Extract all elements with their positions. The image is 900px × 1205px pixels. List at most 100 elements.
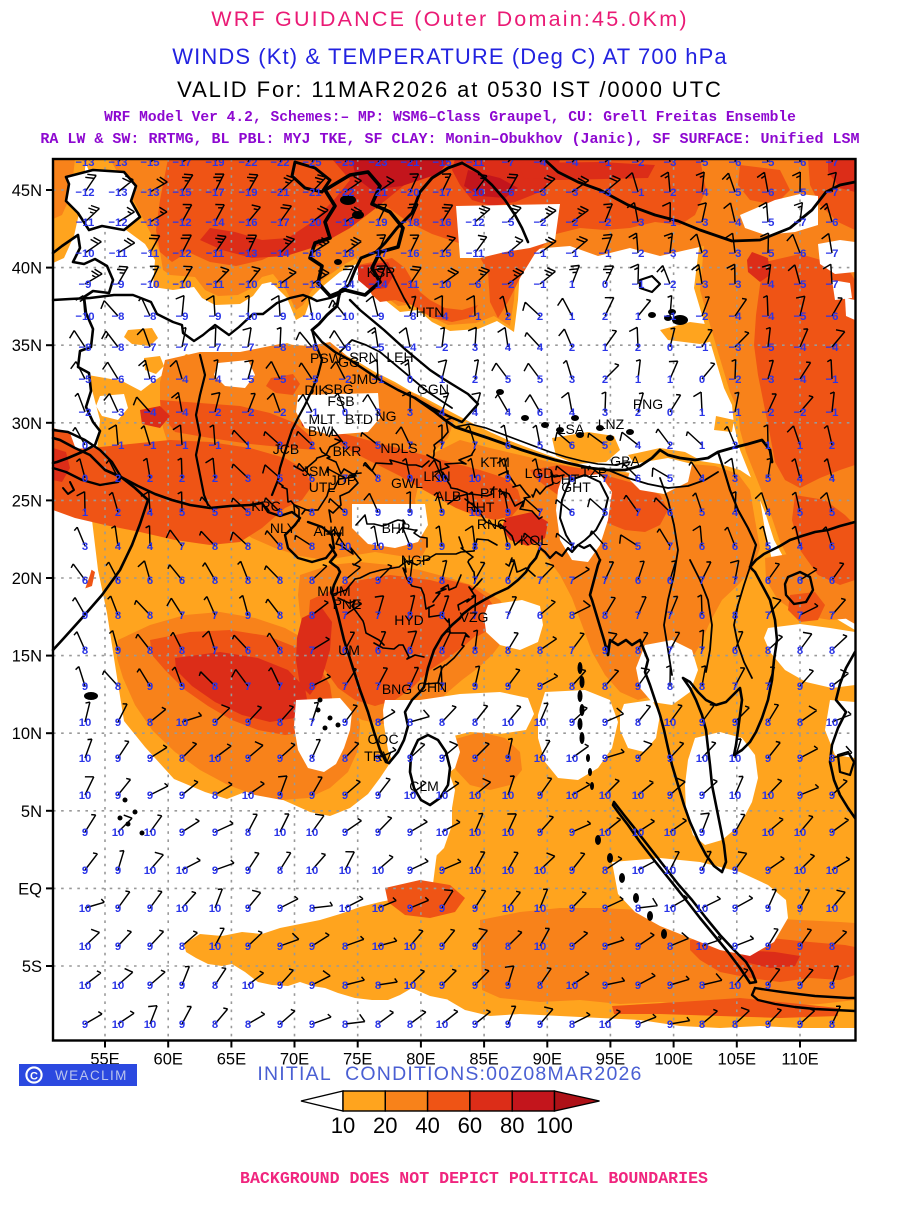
svg-text:3: 3 (602, 407, 608, 419)
svg-text:−1: −1 (664, 217, 677, 229)
svg-text:10: 10 (502, 790, 515, 802)
svg-text:9: 9 (505, 681, 511, 693)
svg-text:6: 6 (797, 575, 803, 587)
svg-text:8: 8 (342, 941, 348, 953)
svg-text:9: 9 (829, 681, 835, 693)
svg-text:−22: −22 (335, 187, 354, 199)
svg-text:10: 10 (79, 753, 92, 765)
svg-text:9: 9 (245, 753, 251, 765)
svg-text:10: 10 (372, 865, 385, 877)
svg-text:8: 8 (179, 753, 185, 765)
svg-text:9: 9 (667, 790, 673, 802)
svg-text:−5: −5 (242, 374, 255, 386)
svg-text:−2: −2 (632, 157, 645, 169)
svg-text:4: 4 (797, 541, 804, 553)
svg-text:2: 2 (537, 311, 543, 323)
svg-text:8: 8 (245, 541, 251, 553)
svg-text:9: 9 (797, 790, 803, 802)
svg-text:9: 9 (602, 941, 608, 953)
svg-text:10: 10 (502, 865, 515, 877)
svg-text:−5: −5 (729, 187, 742, 199)
svg-text:−11: −11 (206, 248, 225, 260)
svg-text:8: 8 (829, 980, 835, 992)
svg-text:−14: −14 (335, 279, 355, 291)
svg-text:8: 8 (829, 645, 835, 657)
svg-text:7: 7 (635, 610, 641, 622)
svg-text:10: 10 (339, 865, 352, 877)
svg-text:5: 5 (602, 507, 608, 519)
svg-text:LNZ: LNZ (598, 416, 625, 432)
svg-text:−6: −6 (306, 342, 319, 354)
svg-text:75E: 75E (343, 1051, 372, 1069)
svg-text:9: 9 (602, 753, 608, 765)
svg-text:4: 4 (732, 507, 739, 519)
svg-text:9: 9 (342, 507, 348, 519)
svg-text:6: 6 (569, 440, 575, 452)
svg-text:−7: −7 (209, 342, 222, 354)
svg-text:2: 2 (602, 374, 608, 386)
svg-text:9: 9 (602, 903, 608, 915)
svg-text:JCB: JCB (273, 441, 299, 457)
svg-text:−18: −18 (400, 217, 419, 229)
svg-text:9: 9 (472, 681, 478, 693)
svg-text:10: 10 (79, 941, 92, 953)
svg-text:HTN: HTN (416, 304, 445, 320)
svg-text:−2: −2 (274, 407, 287, 419)
svg-text:10: 10 (176, 865, 189, 877)
svg-text:8: 8 (277, 610, 283, 622)
svg-text:8: 8 (342, 980, 348, 992)
svg-text:9: 9 (342, 790, 348, 802)
svg-text:−10: −10 (172, 279, 191, 291)
svg-text:9: 9 (147, 681, 153, 693)
svg-text:8: 8 (732, 1019, 738, 1031)
svg-text:4: 4 (797, 473, 804, 485)
svg-text:6: 6 (569, 507, 575, 519)
svg-text:7: 7 (439, 440, 445, 452)
svg-text:8: 8 (342, 575, 348, 587)
svg-text:5: 5 (765, 473, 771, 485)
svg-text:−6: −6 (729, 157, 742, 169)
svg-text:−2: −2 (696, 248, 709, 260)
svg-text:9: 9 (797, 1019, 803, 1031)
svg-text:−15: −15 (432, 157, 451, 169)
svg-text:−3: −3 (729, 279, 742, 291)
svg-text:9: 9 (569, 827, 575, 839)
svg-text:5: 5 (375, 440, 381, 452)
svg-text:7: 7 (699, 575, 705, 587)
svg-text:9: 9 (309, 1019, 315, 1031)
svg-text:8: 8 (147, 610, 153, 622)
svg-text:NDLS: NDLS (380, 440, 417, 456)
svg-text:9: 9 (407, 827, 413, 839)
svg-text:8: 8 (309, 507, 315, 519)
svg-text:−1: −1 (826, 407, 839, 419)
svg-text:9: 9 (82, 610, 88, 622)
svg-text:LEH: LEH (386, 349, 413, 365)
svg-text:8: 8 (829, 1019, 835, 1031)
svg-text:10: 10 (306, 827, 319, 839)
svg-text:−22: −22 (270, 157, 289, 169)
svg-text:20N: 20N (12, 570, 42, 588)
svg-text:3: 3 (472, 342, 478, 354)
svg-text:4: 4 (472, 407, 479, 419)
svg-text:9: 9 (635, 980, 641, 992)
svg-text:9: 9 (732, 717, 738, 729)
svg-text:9: 9 (439, 980, 445, 992)
svg-text:8: 8 (147, 717, 153, 729)
svg-text:9: 9 (277, 1019, 283, 1031)
svg-text:9: 9 (342, 717, 348, 729)
svg-text:9: 9 (569, 865, 575, 877)
svg-text:−3: −3 (664, 248, 677, 260)
svg-text:9: 9 (699, 717, 705, 729)
svg-text:−11: −11 (466, 157, 485, 169)
svg-text:9: 9 (375, 753, 381, 765)
svg-text:−2: −2 (436, 342, 449, 354)
svg-text:7: 7 (472, 610, 478, 622)
svg-text:−10: −10 (140, 279, 159, 291)
svg-text:0: 0 (602, 279, 608, 291)
svg-text:2: 2 (667, 440, 673, 452)
svg-text:5: 5 (797, 507, 803, 519)
svg-text:−4: −4 (176, 374, 190, 386)
svg-text:1: 1 (569, 311, 575, 323)
svg-text:−8: −8 (404, 311, 417, 323)
svg-text:9: 9 (179, 980, 185, 992)
